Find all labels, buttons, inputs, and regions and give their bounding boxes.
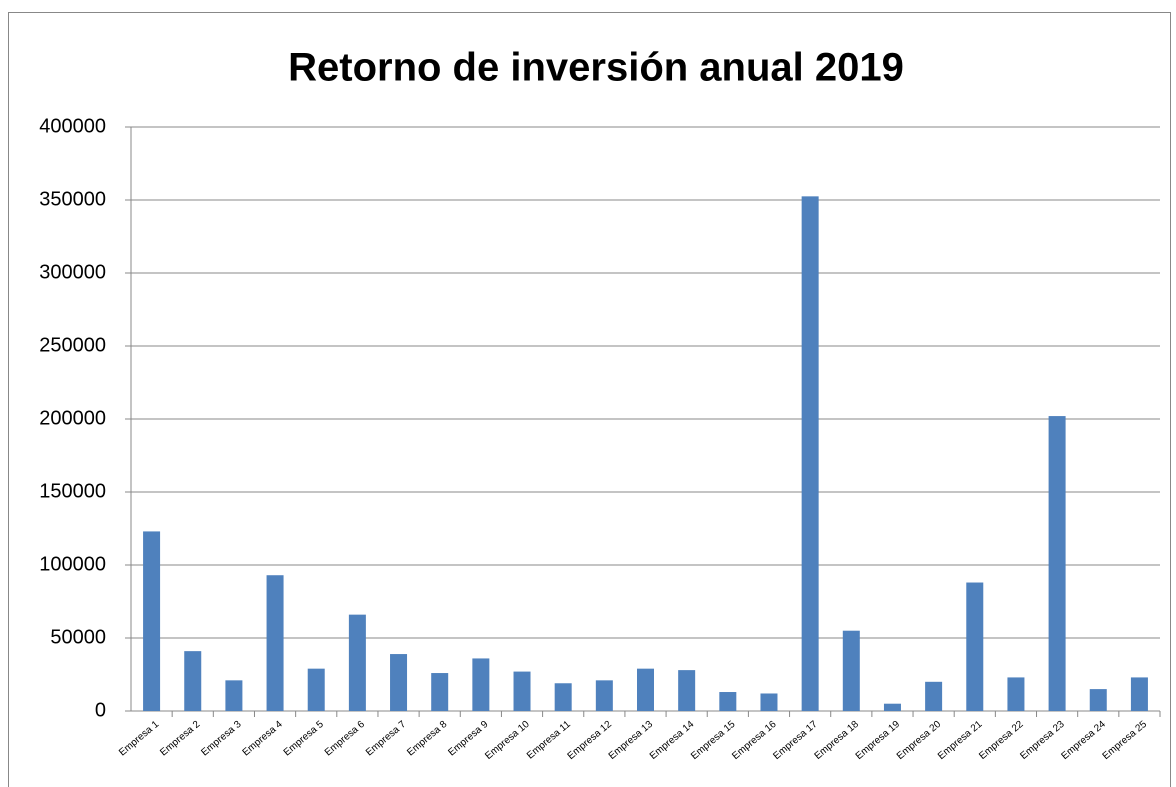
bar — [225, 680, 243, 711]
bar — [1130, 677, 1148, 711]
y-tick-label: 250000 — [39, 334, 106, 356]
bar — [307, 668, 325, 711]
bar — [637, 668, 654, 711]
y-tick-label: 200000 — [39, 407, 106, 429]
bar — [184, 651, 202, 711]
y-tick-label: 400000 — [39, 115, 106, 137]
bar — [925, 681, 943, 711]
bar — [431, 673, 449, 711]
bar — [719, 692, 737, 711]
y-tick-label: 350000 — [39, 188, 106, 210]
y-tick-label: 300000 — [39, 261, 106, 283]
y-tick-label: 0 — [95, 699, 106, 721]
bar — [595, 680, 613, 711]
bar — [801, 196, 819, 712]
bar — [1048, 416, 1066, 711]
bar — [513, 671, 531, 711]
bar — [472, 658, 490, 711]
chart-border — [8, 12, 1171, 787]
bar — [883, 703, 901, 711]
bar — [842, 630, 860, 711]
bar — [554, 683, 572, 711]
bar — [760, 693, 778, 711]
bar — [678, 670, 696, 711]
y-tick-label: 100000 — [39, 553, 106, 575]
bar — [348, 614, 366, 711]
bar — [390, 654, 408, 711]
bar — [1089, 689, 1107, 711]
y-tick-label: 150000 — [39, 480, 106, 502]
y-tick-label: 50000 — [50, 626, 106, 648]
bar — [266, 575, 284, 711]
bar — [966, 582, 984, 711]
bar — [1007, 677, 1025, 711]
bar — [143, 531, 161, 711]
chart-title: Retorno de inversión anual 2019 — [288, 46, 904, 90]
